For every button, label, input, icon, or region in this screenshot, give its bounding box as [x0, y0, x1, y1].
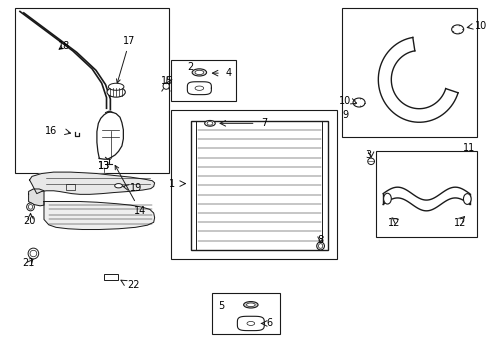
Bar [375, 151, 476, 237]
Ellipse shape [246, 321, 254, 325]
Text: 21: 21 [22, 258, 34, 268]
Text: 12: 12 [453, 218, 466, 228]
Text: 22: 22 [127, 280, 140, 290]
Text: 18: 18 [58, 41, 70, 50]
Ellipse shape [108, 83, 123, 90]
Ellipse shape [204, 121, 215, 126]
Text: 8: 8 [317, 235, 323, 245]
Ellipse shape [192, 69, 206, 76]
Text: 6: 6 [266, 319, 272, 328]
Ellipse shape [316, 242, 324, 250]
Bar [190, 121, 327, 250]
Bar [65, 184, 75, 190]
Text: 14: 14 [115, 166, 146, 216]
Bar [15, 8, 169, 173]
Ellipse shape [318, 244, 322, 248]
Text: 2: 2 [187, 62, 193, 72]
Ellipse shape [451, 25, 463, 34]
Ellipse shape [246, 303, 255, 307]
Text: 17: 17 [116, 36, 136, 83]
Bar [104, 274, 117, 280]
Bar [171, 110, 337, 259]
Text: 11: 11 [462, 143, 474, 153]
Bar [171, 60, 236, 101]
Text: 13: 13 [98, 161, 110, 171]
Ellipse shape [115, 184, 122, 188]
Text: 16: 16 [45, 126, 58, 136]
Polygon shape [29, 172, 154, 194]
Bar [212, 293, 279, 334]
Text: 20: 20 [23, 216, 36, 226]
Text: 13: 13 [98, 161, 110, 171]
Text: 9: 9 [342, 111, 348, 121]
Polygon shape [44, 202, 154, 229]
Text: 10: 10 [473, 21, 486, 31]
Ellipse shape [30, 250, 37, 257]
Ellipse shape [28, 248, 39, 259]
Text: 3: 3 [365, 150, 371, 160]
Ellipse shape [27, 203, 34, 211]
Text: 1: 1 [168, 179, 175, 189]
Text: 5: 5 [218, 301, 224, 311]
Text: 15: 15 [161, 76, 173, 86]
Ellipse shape [206, 122, 212, 125]
Polygon shape [28, 189, 44, 206]
Ellipse shape [383, 193, 390, 204]
Ellipse shape [243, 302, 258, 308]
Text: 10: 10 [338, 96, 350, 106]
Ellipse shape [163, 83, 169, 89]
Ellipse shape [195, 70, 203, 75]
Text: 12: 12 [387, 218, 400, 228]
Ellipse shape [195, 86, 203, 90]
Bar [342, 8, 476, 137]
Ellipse shape [352, 98, 365, 107]
Ellipse shape [28, 204, 33, 209]
Text: 7: 7 [261, 118, 267, 128]
Text: 19: 19 [129, 183, 142, 193]
Ellipse shape [107, 87, 125, 97]
Text: 4: 4 [225, 68, 231, 78]
Ellipse shape [367, 158, 374, 165]
Ellipse shape [463, 194, 470, 204]
